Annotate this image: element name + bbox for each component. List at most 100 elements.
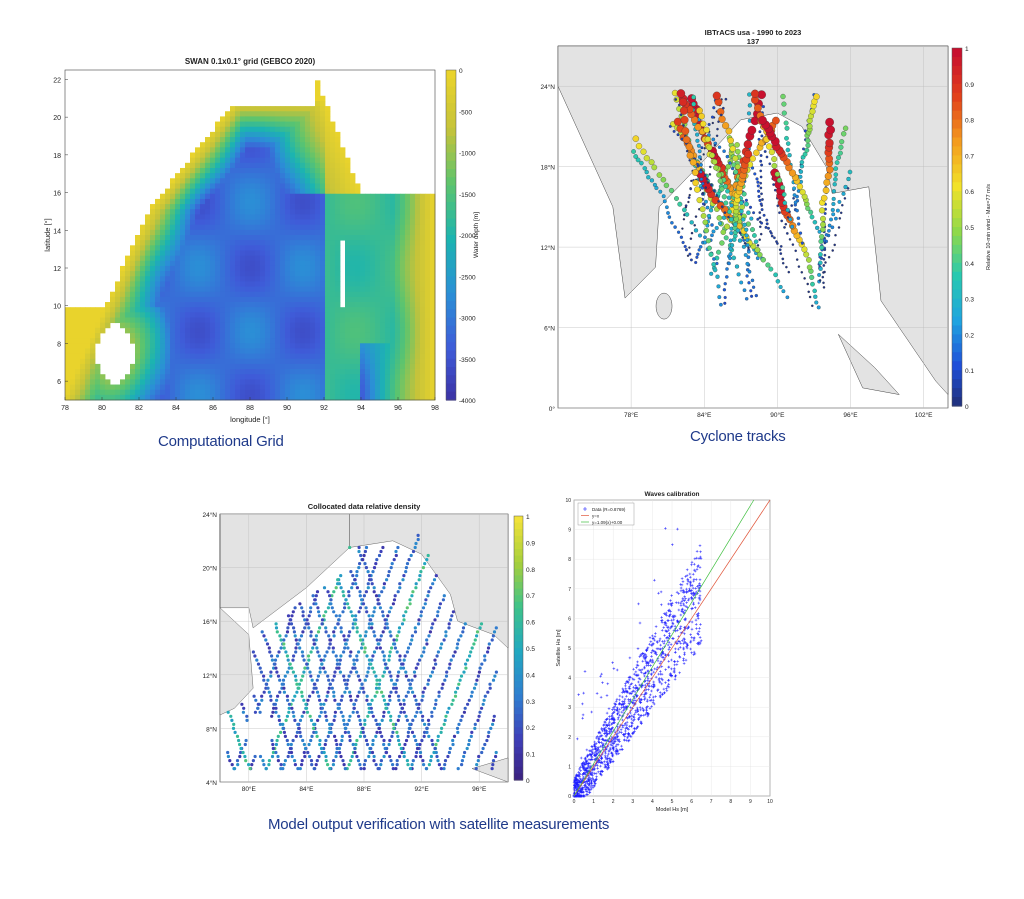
density-point [455, 726, 460, 730]
calibration-point [646, 698, 649, 702]
calibration-point [617, 752, 621, 755]
density-point [378, 638, 382, 642]
calibration-point [595, 735, 599, 738]
density-point [387, 742, 391, 747]
calibration-point [582, 764, 585, 767]
track-point [709, 271, 714, 276]
density-point [302, 698, 306, 702]
density-point [423, 602, 427, 606]
density-point [486, 650, 490, 654]
calibration-point [616, 712, 619, 716]
density-point [427, 590, 431, 594]
track-point [781, 257, 785, 261]
density-point [336, 702, 340, 706]
track-point [785, 207, 790, 213]
density-point [262, 634, 266, 638]
calibration-point [584, 756, 588, 760]
calibration-point [632, 667, 635, 671]
track-point [648, 159, 655, 166]
density-point [328, 767, 332, 771]
track-point [758, 198, 762, 202]
density-point [419, 614, 423, 618]
density-point [361, 726, 365, 730]
density-point [431, 582, 435, 586]
track-point [768, 149, 775, 156]
density-point [313, 767, 317, 771]
density-point [338, 614, 342, 618]
calibration-point [665, 636, 668, 640]
density-point [319, 702, 323, 706]
calibration-point [581, 762, 585, 765]
calibration-point [642, 656, 646, 660]
density-point [303, 754, 307, 759]
density-point [398, 754, 402, 759]
track-point [754, 293, 758, 298]
track-point [722, 149, 726, 153]
calibration-point [687, 625, 690, 629]
track-point [723, 200, 729, 206]
density-point [271, 710, 275, 714]
calibration-point [660, 603, 663, 607]
density-point [269, 670, 273, 674]
grid-ytick-label: 22 [53, 77, 61, 84]
calibration-point [651, 701, 655, 704]
track-point [658, 189, 663, 194]
density-point [494, 626, 498, 630]
density-point [311, 594, 315, 598]
density-point [437, 763, 441, 767]
density-point [372, 586, 376, 590]
calibration-point [673, 614, 677, 618]
track-point [693, 224, 696, 227]
density-point [444, 714, 448, 718]
cyclone-colorbar-tick: 0.3 [965, 297, 974, 304]
density-point [356, 694, 360, 698]
density-point [370, 626, 374, 630]
density-point [297, 682, 302, 686]
calibration-point [698, 589, 702, 593]
cyclone-colorbar-tick: 0.1 [965, 368, 974, 375]
density-point [363, 634, 368, 638]
density-point [480, 662, 484, 666]
calibration-point [696, 565, 700, 569]
track-point [790, 204, 794, 207]
density-point [305, 706, 309, 710]
density-point [282, 690, 286, 694]
calibration-point [682, 611, 686, 614]
density-point [406, 690, 410, 694]
density-point [457, 722, 461, 726]
track-point [676, 133, 680, 137]
calibration-point [599, 764, 602, 768]
track-point [792, 186, 797, 191]
calibration-point [670, 625, 673, 629]
density-point [333, 626, 337, 630]
density-point [487, 642, 491, 646]
calibration-point [646, 684, 650, 688]
density-point [328, 642, 332, 646]
track-point [800, 271, 804, 274]
density-point [406, 730, 410, 734]
calibration-panel: Waves calibration 0 1 2 3 4 5 6 7 8 9 10 0 1 2 3 4 5 6 7 8 9 1… [554, 488, 784, 818]
density-point [425, 726, 429, 730]
density-point [464, 662, 468, 666]
density-point [475, 678, 479, 682]
track-point [697, 149, 702, 154]
density-point [449, 658, 453, 662]
track-point [772, 183, 775, 186]
calibration-point [671, 637, 674, 640]
track-point [787, 270, 791, 274]
density-point [402, 698, 406, 702]
density-point [285, 630, 290, 634]
density-point [377, 602, 381, 606]
density-point [399, 666, 403, 670]
density-point [337, 666, 341, 670]
calibration-point [650, 655, 653, 658]
density-point [327, 646, 331, 650]
calibration-point [608, 731, 612, 735]
density-point [334, 654, 338, 658]
calibration-point [674, 647, 677, 651]
density-point [345, 722, 349, 726]
density-point [269, 674, 273, 678]
track-point [690, 116, 699, 124]
density-point [402, 574, 406, 578]
calibration-point [623, 734, 627, 738]
